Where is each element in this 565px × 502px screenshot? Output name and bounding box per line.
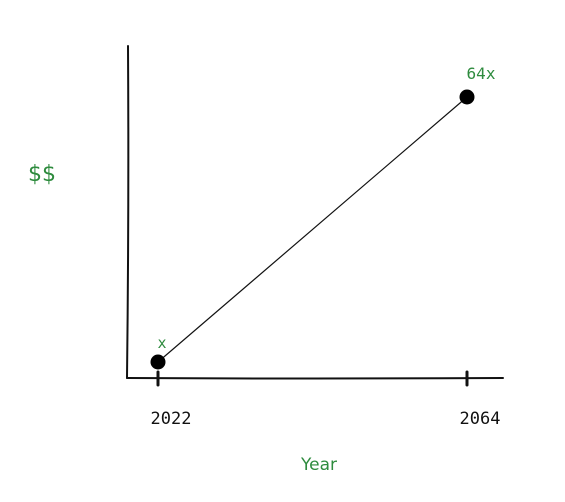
x-tick-label-2064: 2064	[460, 409, 501, 429]
x-axis	[126, 377, 504, 380]
data-label-2022: x	[157, 334, 166, 352]
x-tick-label-2022: 2022	[151, 409, 192, 429]
y-axis	[126, 45, 130, 379]
data-point-2064	[459, 89, 475, 105]
data-label-2064: 64x	[467, 64, 496, 83]
series-line	[157, 96, 468, 363]
x-axis-label: Year	[300, 455, 337, 475]
y-axis-label: $$	[28, 162, 56, 187]
y-axis-line	[126, 45, 130, 379]
data-point-2022	[150, 354, 166, 370]
x-axis-line	[126, 377, 504, 380]
chart-marks: 2022 x 2064 64x	[150, 64, 501, 429]
